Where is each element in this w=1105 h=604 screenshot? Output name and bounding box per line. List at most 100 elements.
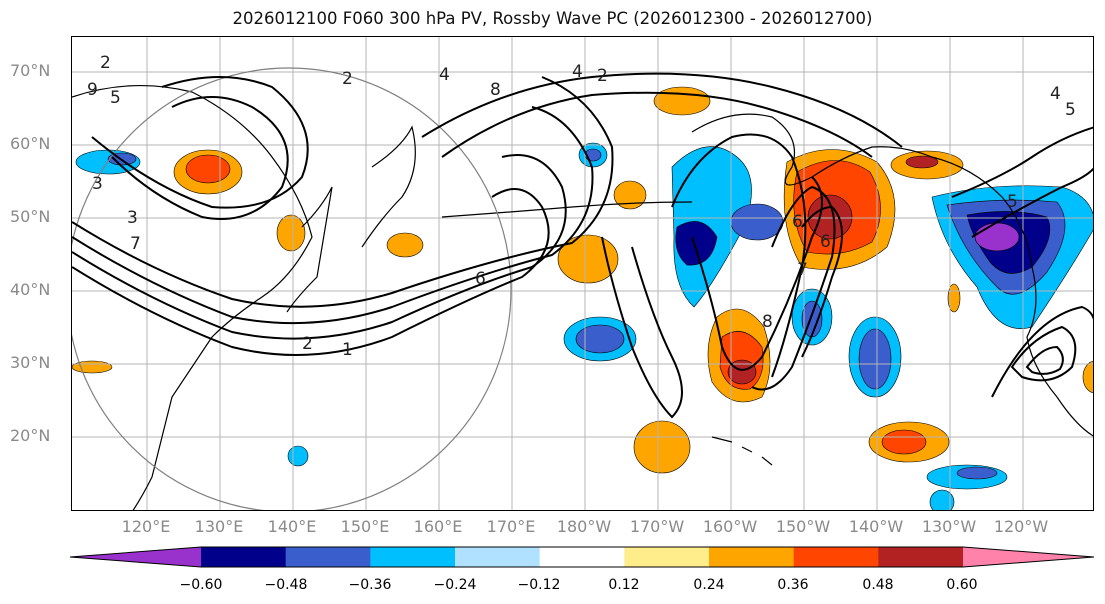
anomaly-patch (675, 221, 718, 266)
contour-label: 6 (820, 232, 831, 252)
colorbar-tick: −0.60 (179, 577, 223, 593)
anomaly-patch (72, 360, 113, 374)
colorbar-segment (455, 547, 541, 567)
pv-contour-7 (601, 236, 683, 419)
pv-contour-12 (421, 72, 903, 148)
contour-label: 8 (490, 80, 501, 100)
colorbar-segment (370, 547, 456, 567)
colorbar-tick: −0.12 (517, 577, 561, 593)
anomaly-patch (633, 420, 691, 474)
pv-contour-9 (671, 133, 807, 378)
pv-contour-1 (72, 188, 550, 356)
pv-contour-3 (72, 106, 594, 325)
contour-label: 2 (342, 69, 353, 89)
anomaly-patch (557, 234, 619, 284)
colorbar-extend-min (70, 547, 201, 567)
colorbar-tick: 0.24 (693, 577, 725, 593)
lon-label-160w: 160°W (702, 517, 758, 536)
contour-label: 2 (597, 66, 608, 86)
lon-label-120e: 120°E (121, 517, 171, 536)
pv-contour-11 (801, 205, 843, 358)
colorbar-tick: 0.48 (862, 577, 894, 593)
pv-contour-15 (971, 167, 1093, 238)
lon-label-120w: 120°W (993, 517, 1049, 536)
anomaly-patch (1082, 360, 1093, 394)
pv-contour-17 (1025, 345, 1064, 375)
lon-label-180w: 180°W (556, 517, 612, 536)
contour-label: 5 (1065, 100, 1076, 120)
colorbar-segment (201, 547, 287, 567)
colorbar-tick: −0.24 (433, 577, 477, 593)
colorbar-tick: −0.48 (264, 577, 308, 593)
contour-label: 2 (302, 334, 313, 354)
colorbar-segment (624, 547, 710, 567)
pv-contour-10 (751, 185, 836, 391)
pv-contour-8 (691, 176, 823, 371)
aleutian-chain (441, 201, 693, 218)
lon-label-130w: 130°W (921, 517, 977, 536)
pv-contour-4 (72, 76, 614, 308)
lon-label-170w: 170°W (629, 517, 685, 536)
colorbar-tick: −0.36 (348, 577, 392, 593)
coastlines (72, 84, 1093, 510)
range-circle (72, 67, 512, 510)
contour-label: 7 (130, 234, 141, 254)
contour-label: 3 (127, 208, 138, 228)
lon-label-130e: 130°E (194, 517, 244, 536)
contour-label: 1 (342, 340, 353, 360)
lon-label-150w: 150°W (775, 517, 831, 536)
anomaly-patch (653, 86, 711, 116)
contour-label: 3 (92, 174, 103, 194)
colorbar-tick: 0.60 (946, 577, 978, 593)
colorbar-tick: 0.12 (608, 577, 640, 593)
asia-coastline (72, 84, 313, 510)
anomaly-patch (730, 203, 784, 241)
contour-label: 8 (762, 312, 773, 332)
anomaly-patch (386, 232, 424, 258)
lat-label-20n: 20°N (10, 426, 51, 445)
anomaly-patch (575, 324, 625, 354)
colorbar-segment (793, 547, 879, 567)
anomaly-patch (929, 489, 955, 510)
pv-contour-2 (72, 154, 567, 340)
kamchatka-coastline (361, 125, 416, 248)
pv-contour-13 (441, 91, 873, 158)
anomaly-patch (287, 445, 309, 467)
contour-label: 6 (792, 212, 803, 232)
colorbar-segments (70, 547, 1094, 567)
pv-contour-16 (1010, 325, 1077, 382)
colorbar-segment (878, 547, 964, 567)
lon-label-150e: 150°E (340, 517, 390, 536)
japan-coastline (286, 186, 333, 313)
na-coastline (931, 156, 1093, 437)
pv-contour-5 (111, 96, 289, 220)
colorbar-segment (539, 547, 625, 567)
lat-label-60n: 60°N (10, 134, 51, 153)
colorbar-outline (70, 546, 1095, 568)
contour-label: 4 (439, 65, 450, 85)
lat-label-40n: 40°N (10, 280, 51, 299)
pv-anomaly-shading (72, 86, 1093, 510)
anomaly-patch (727, 359, 757, 385)
contour-label: 7 (797, 260, 808, 280)
lat-label-50n: 50°N (10, 207, 51, 226)
map-canvas: 2 4 9 5 3 2 4 8 6 5 7 3 6 2 1 6 7 8 5 4 … (72, 37, 1093, 510)
lon-label-140e: 140°E (267, 517, 317, 536)
contour-label: 4 (1050, 84, 1061, 104)
lon-label-140w: 140°W (848, 517, 904, 536)
contour-label: 6 (475, 269, 486, 289)
colorbar (70, 546, 1095, 568)
anomaly-patch (276, 214, 306, 252)
lat-label-30n: 30°N (10, 353, 51, 372)
contour-label: 9 (87, 80, 98, 100)
contour-label: 4 (572, 62, 583, 82)
anomaly-patch (881, 429, 927, 455)
colorbar-segment (285, 547, 371, 567)
contour-label: 5 (110, 88, 121, 108)
lon-label-160e: 160°E (413, 517, 463, 536)
alaska-coastline (691, 113, 933, 186)
pv-contour-18 (991, 305, 1093, 398)
colorbar-extend-max (963, 547, 1094, 567)
anomaly-patch (185, 154, 231, 184)
lat-label-70n: 70°N (10, 61, 51, 80)
